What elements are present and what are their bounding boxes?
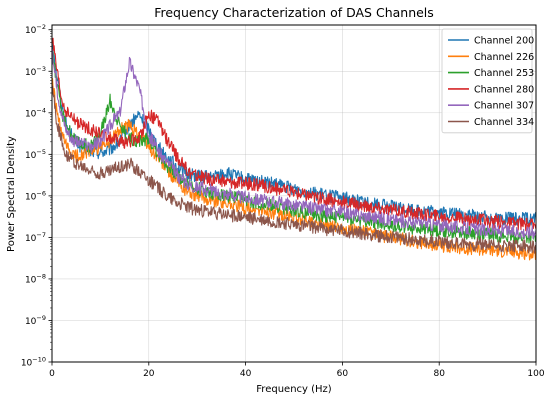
x-tick-label: 0 (49, 369, 55, 379)
legend: Channel 200 Channel 226 Channel 253 Channel… (441, 28, 534, 134)
y-tick-exponent: −9 (36, 314, 46, 322)
legend-label: Channel 280 (474, 84, 534, 95)
legend-label: Channel 307 (474, 101, 534, 112)
y-tick-label: 10−9 (25, 314, 46, 327)
y-tick-exponent: −3 (36, 65, 46, 73)
legend-box (441, 28, 533, 134)
y-tick-label: 10−8 (25, 272, 46, 285)
series-line (51, 48, 537, 240)
plot-area-frame (51, 24, 537, 363)
legend-label: Channel 334 (474, 117, 534, 128)
y-tick-base: 10 (25, 192, 37, 202)
y-tick-exponent: −6 (36, 189, 46, 197)
x-tick-label: 80 (433, 369, 445, 379)
y-tick-base: 10 (25, 68, 37, 78)
y-tick-base: 10 (25, 317, 37, 327)
legend-label: Channel 253 (474, 68, 534, 79)
legend-label: Channel 226 (474, 52, 534, 63)
x-tick-label: 20 (143, 369, 155, 379)
x-axis-label: Frequency (Hz) (256, 384, 332, 395)
y-tick-base: 10 (25, 151, 37, 161)
y-tick-exponent: −10 (32, 356, 46, 364)
series-lines (51, 37, 537, 261)
y-tick-label: 10−6 (25, 189, 46, 202)
x-tick-label: 60 (337, 369, 349, 379)
chart-title: Frequency Characterization of DAS Channe… (154, 5, 434, 20)
y-tick-base: 10 (21, 359, 33, 369)
y-tick-exponent: −8 (36, 272, 46, 280)
x-tick-label: 100 (527, 369, 544, 379)
y-tick-label: 10−2 (25, 23, 46, 36)
y-tick-base: 10 (25, 234, 37, 244)
series-line (51, 85, 537, 254)
y-tick-label: 10−10 (21, 356, 46, 369)
y-tick-exponent: −7 (36, 231, 46, 239)
y-axis-label: Power Spectral Density (6, 136, 17, 252)
series-line (51, 40, 537, 226)
y-tick-exponent: −5 (36, 148, 46, 156)
y-tick-label: 10−5 (25, 148, 46, 161)
y-tick-label: 10−7 (25, 231, 46, 244)
y-tick-exponent: −4 (36, 106, 46, 114)
x-tick-label: 40 (240, 369, 252, 379)
y-tick-label: 10−3 (25, 65, 46, 78)
legend-label: Channel 200 (474, 36, 534, 47)
y-tick-base: 10 (25, 26, 37, 36)
y-tick-exponent: −2 (36, 23, 46, 31)
series-line (51, 48, 537, 245)
axis-ticks: 0 20 40 60 80 10010−210−310−410−510−610−710−8… (21, 23, 545, 379)
y-tick-label: 10−4 (25, 106, 46, 119)
y-tick-base: 10 (25, 109, 37, 119)
y-tick-base: 10 (25, 275, 37, 285)
